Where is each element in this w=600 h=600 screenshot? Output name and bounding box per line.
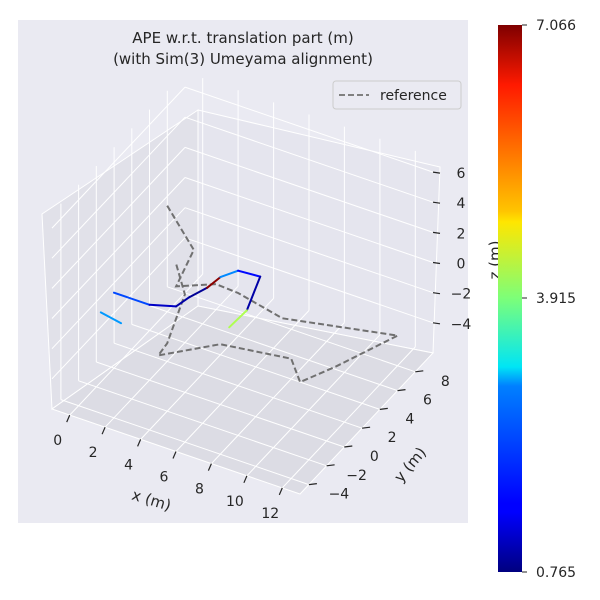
z-tick-label: −2 <box>451 287 472 303</box>
gridline-x-floor <box>246 334 381 477</box>
colorbar-label-max: 7.066 <box>536 18 576 34</box>
gridline-z-left <box>51 237 186 380</box>
y-tick-mark <box>326 464 335 467</box>
z-tick-label: 2 <box>457 226 466 242</box>
z-tick-mark <box>432 261 441 265</box>
gridline-x-floor <box>211 322 345 464</box>
y-tick-label: 4 <box>405 411 414 427</box>
gridlines <box>51 78 434 489</box>
estimate-segment <box>148 303 177 308</box>
gridline-y-floor <box>60 399 310 486</box>
pane-floor <box>50 305 434 495</box>
x-tick-mark <box>278 487 283 496</box>
z-tick-mark <box>432 171 441 174</box>
y-tick-mark <box>308 483 317 486</box>
gridline-z-right <box>184 86 434 173</box>
gridline-z-left <box>51 86 186 229</box>
estimate-segment <box>237 269 262 278</box>
z-tick-mark <box>432 231 441 234</box>
y-tick-mark <box>344 445 353 448</box>
gridline-y-floor <box>149 305 398 392</box>
chart-title-line-1: APE w.r.t. translation part (m) <box>132 29 353 47</box>
gridline-z-left <box>51 147 186 289</box>
x-tick-label: 8 <box>195 482 204 498</box>
reference-trajectory <box>156 205 401 384</box>
y-tick-mark <box>397 389 406 392</box>
x-tick-mark <box>243 475 248 484</box>
z-tick-mark <box>432 292 441 295</box>
y-tick-mark <box>362 426 371 429</box>
colorbar-gradient <box>498 25 522 572</box>
y-tick-label: 0 <box>370 449 379 465</box>
y-tick-label: 8 <box>441 374 450 390</box>
colorbar: 7.066 3.915 0.765 <box>498 18 576 581</box>
legend-reference-label: reference <box>380 88 447 104</box>
z-tick-label: 4 <box>457 196 466 212</box>
gridline-x-floor <box>104 285 239 428</box>
z-tick-label: 0 <box>457 257 466 273</box>
z-tick-mark <box>432 201 441 204</box>
x-tick-label: 4 <box>124 457 133 473</box>
gridline-z-right <box>184 116 434 203</box>
y-tick-mark <box>415 370 424 373</box>
x-tick-label: 2 <box>89 445 98 461</box>
estimate-segment <box>219 269 240 279</box>
x-tick-label: 0 <box>53 433 62 449</box>
gridline-z-right <box>184 146 434 233</box>
estimate-segment <box>99 311 123 325</box>
legend-box <box>332 80 462 110</box>
estimate-segment <box>206 276 222 289</box>
estimate-segment <box>188 286 209 299</box>
y-tick-label: 6 <box>423 393 432 409</box>
legend: reference <box>332 80 462 110</box>
gridline-z-right <box>184 237 434 324</box>
gridline-x-floor <box>140 298 274 440</box>
estimate-segment <box>175 296 191 308</box>
gridline-z-left <box>51 116 186 259</box>
y-tick-mark <box>379 407 388 410</box>
colorbar-label-mid: 3.915 <box>536 291 576 307</box>
gridline-x-floor <box>69 273 204 416</box>
z-tick-mark <box>432 322 441 325</box>
x-tick-label: 10 <box>226 494 244 510</box>
y-tick-label: 2 <box>388 430 397 446</box>
estimate-segment <box>245 275 262 312</box>
x-tick-label: 12 <box>261 506 279 522</box>
estimate-segment <box>113 291 151 306</box>
estimate-segment <box>228 309 248 329</box>
gridline-z-right <box>184 207 434 294</box>
gridline-y-floor <box>113 342 363 429</box>
gridline-x-floor <box>175 310 310 452</box>
estimate-trajectory <box>99 269 262 329</box>
gridline-y-floor <box>167 286 416 373</box>
x-tick-mark <box>101 426 106 435</box>
chart-title-line-2: (with Sim(3) Umeyama alignment) <box>113 50 373 68</box>
x-tick-mark <box>66 414 71 423</box>
z-tick-label: 6 <box>457 166 466 182</box>
x-tick-mark <box>172 451 177 459</box>
gridline-y-floor <box>96 361 345 448</box>
colorbar-label-min: 0.765 <box>536 565 576 581</box>
gridline-z-right <box>184 177 434 263</box>
y-tick-label: −2 <box>346 468 367 484</box>
gridline-z-left <box>51 177 186 319</box>
gridline-x-floor <box>281 346 416 489</box>
x-tick-label: 6 <box>160 470 169 486</box>
x-tick-mark <box>137 439 142 447</box>
reference-path <box>156 205 401 384</box>
gridline-y-floor <box>131 323 380 410</box>
y-tick-label: −4 <box>329 487 350 503</box>
gridline-y-floor <box>78 380 327 467</box>
gridline-z-left <box>51 207 186 350</box>
x-tick-mark <box>207 463 212 471</box>
z-tick-label: −4 <box>451 317 472 333</box>
